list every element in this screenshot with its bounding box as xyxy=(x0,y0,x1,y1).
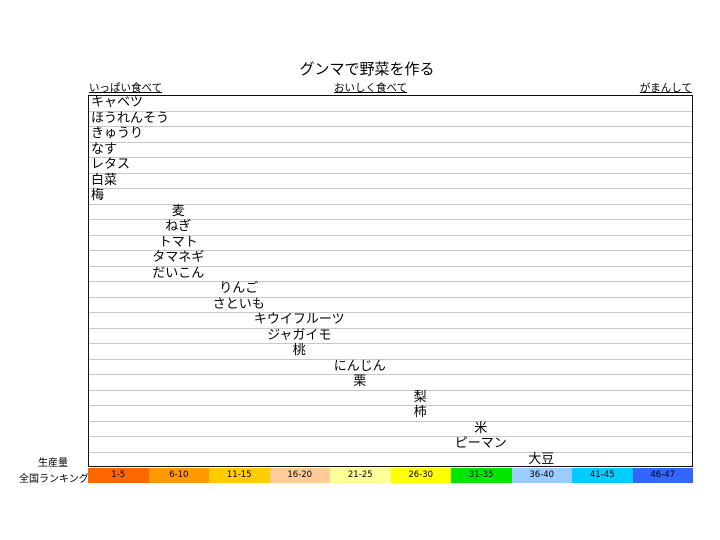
item-label: 梅 xyxy=(91,188,105,203)
table-row: ジャガイモ xyxy=(89,327,692,344)
item-label: キャベツ xyxy=(91,95,144,110)
table-row: ピーマン xyxy=(89,436,692,453)
rank-segment: 6-10 xyxy=(148,468,209,483)
header-label-left: いっぱい食べて xyxy=(89,82,163,94)
rank-segment: 21-25 xyxy=(330,468,391,483)
item-label: 大豆 xyxy=(528,451,555,467)
table-row: トマト xyxy=(89,234,692,251)
item-label: キウイフルーツ xyxy=(253,312,345,327)
table-row: レタス xyxy=(89,157,692,174)
rank-segment: 26-30 xyxy=(390,468,451,483)
table-row: りんご xyxy=(89,281,692,298)
item-label: さといも xyxy=(212,296,265,312)
item-label: だいこん xyxy=(152,265,205,281)
header-label-middle: おいしく食べて xyxy=(334,82,408,94)
table-row: 桃 xyxy=(89,343,692,360)
item-label: 梨 xyxy=(413,389,427,405)
item-label: りんご xyxy=(219,281,259,296)
table-row: 柿 xyxy=(89,405,692,422)
table-row: きゅうり xyxy=(89,126,692,143)
national-ranking-label: 全国ランキング xyxy=(19,474,89,485)
item-label: 麦 xyxy=(171,203,185,219)
table-row: キウイフルーツ xyxy=(89,312,692,329)
item-label: 白菜 xyxy=(91,172,118,188)
table-row: キャベツ xyxy=(89,95,692,112)
rank-segment: 11-15 xyxy=(209,468,270,483)
rank-segment: 36-40 xyxy=(511,468,572,483)
item-label: 米 xyxy=(474,420,488,436)
table-row: さといも xyxy=(89,296,692,313)
rank-segment: 46-47 xyxy=(632,468,693,483)
item-label: ピーマン xyxy=(454,436,507,451)
item-label: 柿 xyxy=(413,405,427,420)
rank-segment: 1-5 xyxy=(88,468,149,483)
table-row: 麦 xyxy=(89,203,692,220)
table-row: だいこん xyxy=(89,265,692,282)
table-row: にんじん xyxy=(89,358,692,375)
production-label: 生産量 xyxy=(38,458,68,469)
rank-segment: 31-35 xyxy=(451,468,512,483)
item-label: にんじん xyxy=(333,358,386,374)
rank-segment: 16-20 xyxy=(269,468,330,483)
table-row: タマネギ xyxy=(89,250,692,267)
rank-segment: 41-45 xyxy=(572,468,633,483)
table-row: 梨 xyxy=(89,389,692,406)
header-label-right: がまんして xyxy=(639,82,692,94)
table-row: 栗 xyxy=(89,374,692,391)
table-row: 米 xyxy=(89,420,692,437)
item-label: 桃 xyxy=(292,343,306,358)
table-row: 白菜 xyxy=(89,172,692,189)
item-label: ねぎ xyxy=(165,219,192,234)
ranking-color-bar: 1-5 6-10 11-15 16-20 21-25 26-30 31-35 36-40 41-… xyxy=(88,468,693,483)
ranking-grid: キャベツ ほうれんそう きゅうり なす レタス 白菜梅麦ねぎ トマト タマネギ だいこん りんごさ… xyxy=(88,95,693,467)
table-row: ねぎ xyxy=(89,219,692,236)
table-row: なす xyxy=(89,141,692,158)
item-label: タマネギ xyxy=(152,250,205,265)
item-label: ジャガイモ xyxy=(267,327,332,343)
table-row: 大豆 xyxy=(89,451,692,469)
chart-title: グンマで野菜を作る xyxy=(299,60,435,78)
item-label: なす xyxy=(91,141,118,157)
item-label: ほうれんそう xyxy=(91,110,170,126)
table-row: ほうれんそう xyxy=(89,110,692,127)
item-label: きゅうり xyxy=(91,126,144,141)
item-label: トマト xyxy=(158,234,198,250)
table-row: 梅 xyxy=(89,188,692,205)
item-label: レタス xyxy=(91,157,131,172)
item-label: 栗 xyxy=(353,374,367,389)
